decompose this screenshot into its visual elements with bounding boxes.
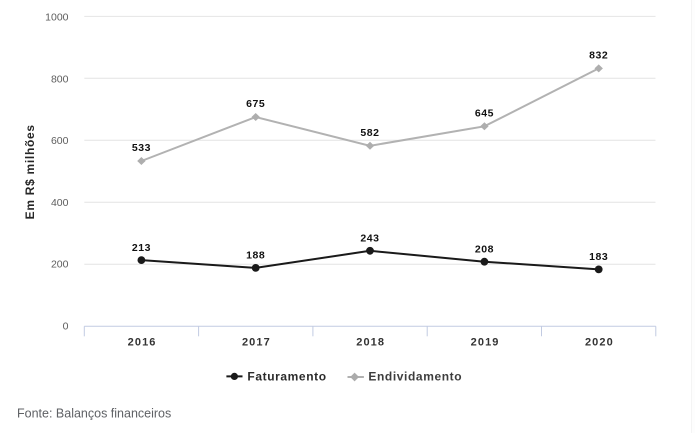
svg-text:188: 188 xyxy=(246,250,265,262)
svg-text:2017: 2017 xyxy=(242,336,271,348)
svg-text:243: 243 xyxy=(360,233,379,245)
svg-text:Fonte: Balanços financeiros: Fonte: Balanços financeiros xyxy=(17,407,171,421)
svg-text:1000: 1000 xyxy=(45,12,69,24)
svg-text:2016: 2016 xyxy=(128,336,157,348)
svg-text:832: 832 xyxy=(589,50,608,62)
svg-text:Em R$ milhões: Em R$ milhões xyxy=(23,124,37,219)
svg-text:Faturamento: Faturamento xyxy=(247,370,326,384)
svg-text:675: 675 xyxy=(246,98,265,110)
svg-text:2019: 2019 xyxy=(471,336,500,348)
svg-text:582: 582 xyxy=(360,127,379,139)
svg-text:800: 800 xyxy=(51,73,69,85)
svg-text:Endividamento: Endividamento xyxy=(368,370,462,384)
svg-text:213: 213 xyxy=(132,242,151,254)
svg-text:183: 183 xyxy=(589,251,608,263)
svg-text:200: 200 xyxy=(51,259,69,271)
svg-text:2020: 2020 xyxy=(585,336,614,348)
svg-text:0: 0 xyxy=(63,321,69,333)
svg-text:645: 645 xyxy=(475,107,494,119)
svg-text:208: 208 xyxy=(475,243,494,255)
svg-text:533: 533 xyxy=(132,142,151,154)
svg-text:600: 600 xyxy=(51,135,69,147)
svg-text:2018: 2018 xyxy=(356,336,385,348)
svg-text:400: 400 xyxy=(51,197,69,209)
